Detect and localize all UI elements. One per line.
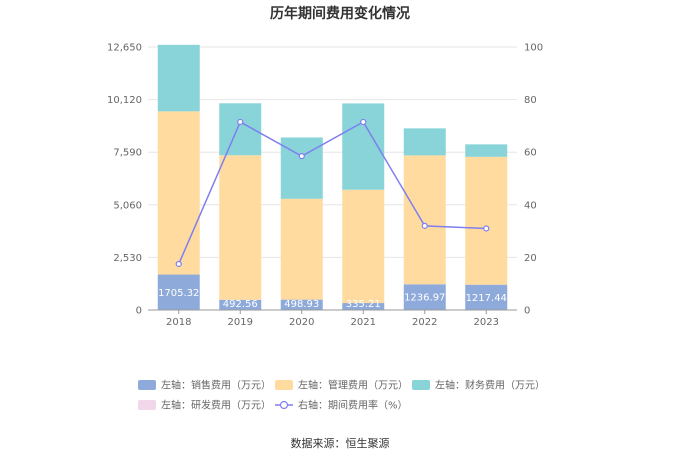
left-tick-label: 12,650: [107, 43, 142, 54]
legend-swatch-marker: [279, 400, 289, 410]
legend-label: 右轴：期间费用率（%）: [298, 399, 408, 412]
bar-segment-2: [403, 128, 446, 156]
bar-labels: 1705.32 492.56 498.93 335.21 1236.97 1217.44: [158, 288, 507, 310]
bar-segment-1: [157, 111, 200, 275]
bar-segment-1: [219, 155, 262, 300]
legend: 左轴：销售费用（万元） 左轴：管理费用（万元） 左轴：财务费用（万元） 左轴：研发费用…: [138, 379, 545, 412]
bar-segment-0: [465, 284, 508, 310]
bar-value-label: 498.93: [284, 299, 319, 310]
legend-label: 左轴：销售费用（万元）: [161, 379, 271, 392]
x-tick-label: 2022: [412, 317, 437, 328]
legend-label: 左轴：研发费用（万元）: [161, 399, 271, 412]
left-tick-label: 2,530: [113, 253, 142, 264]
right-tick-label: 0: [524, 306, 530, 317]
rate-line: [175, 118, 490, 268]
bar-segment-0: [403, 284, 446, 310]
legend-swatch: [138, 380, 156, 390]
rate-line-path: [178, 120, 487, 265]
rate-point: [421, 222, 428, 229]
x-tick-label: 2018: [166, 317, 191, 328]
chart-title: 历年期间费用变化情况: [270, 5, 410, 22]
rate-point: [298, 153, 305, 160]
bar-segment-1: [342, 189, 385, 304]
legend-label: 左轴：财务费用（万元）: [435, 379, 545, 392]
left-tick-label: 10,120: [107, 95, 142, 106]
right-tick-label: 20: [524, 253, 537, 264]
right-tick-label: 60: [524, 148, 537, 159]
bar-value-label: 1705.32: [158, 288, 199, 299]
source-note: 数据来源：恒生聚源: [291, 436, 390, 450]
bar-segment-0: [157, 274, 200, 310]
left-tick-label: 0: [136, 306, 142, 317]
rate-point: [483, 225, 490, 232]
bar-segment-1: [280, 198, 323, 300]
gridlines: [148, 46, 517, 258]
x-tick-label: 2021: [351, 317, 376, 328]
x-tick-label: 2019: [228, 317, 253, 328]
legend-swatch: [412, 380, 430, 390]
bar-value-label: 1217.44: [466, 293, 507, 304]
rate-point: [360, 118, 367, 126]
x-tick-label: 2023: [474, 317, 499, 328]
bar-segment-2: [280, 137, 323, 199]
right-tick-label: 80: [524, 95, 537, 106]
rate-point: [237, 118, 244, 126]
axes: 0 2,530 5,060 7,590 10,120 12,650 0 20 40 60 80 100…: [107, 43, 543, 329]
left-tick-label: 7,590: [113, 148, 142, 159]
bar-segment-0: [342, 303, 385, 310]
bars: [157, 44, 508, 310]
bar-value-label: 1236.97: [404, 293, 445, 304]
bar-segment-1: [465, 156, 508, 285]
bar-value-label: 492.56: [223, 299, 258, 310]
right-tick-label: 40: [524, 200, 537, 211]
rate-point: [175, 260, 182, 268]
bar-segment-2: [157, 44, 200, 112]
legend-label: 左轴：管理费用（万元）: [298, 379, 408, 392]
right-tick-label: 100: [524, 43, 543, 54]
x-tick-label: 2020: [289, 317, 314, 328]
bar-segment-2: [465, 144, 508, 157]
bar-segment-1: [403, 155, 446, 285]
bar-segment-0: [219, 299, 262, 310]
legend-swatch: [275, 380, 293, 390]
left-tick-label: 5,060: [113, 200, 142, 211]
bar-value-label: 335.21: [346, 299, 381, 310]
legend-swatch: [138, 400, 156, 410]
bar-segment-0: [280, 299, 323, 310]
